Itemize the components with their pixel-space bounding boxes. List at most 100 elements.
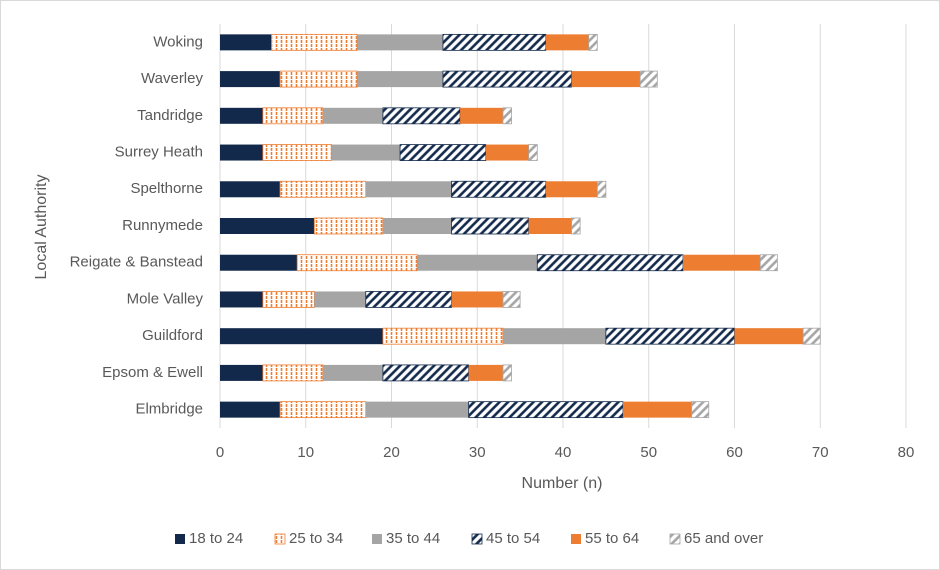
legend-swatch [372, 534, 382, 544]
bar-segment [313, 217, 384, 235]
bar-segment [220, 71, 281, 88]
y-tick-label: Spelthorne [130, 180, 203, 197]
bar-segment [220, 218, 315, 234]
x-tick-label: 50 [640, 444, 657, 461]
bar-segment [691, 401, 710, 419]
x-axis-title: Number (n) [522, 475, 603, 492]
bar-segment [262, 144, 332, 161]
bar-segment [262, 364, 324, 382]
y-tick-label: Tandridge [137, 107, 203, 124]
x-tick-label: 40 [555, 444, 572, 461]
bar-segment [451, 291, 503, 308]
bar-segment [220, 328, 383, 345]
bar-segment [382, 364, 470, 382]
x-tick-label: 60 [726, 444, 743, 461]
bar-segment [451, 217, 530, 235]
bar-segment [485, 144, 529, 161]
bar-segment [502, 328, 606, 345]
bar-segment [571, 217, 581, 235]
bar-segment [322, 107, 383, 124]
bar-segment [623, 401, 692, 418]
y-tick-label: Waverley [141, 70, 203, 87]
bar-segment [571, 71, 641, 88]
bar-segment [382, 107, 461, 125]
y-tick-label: Guildford [142, 327, 203, 344]
bar-segment [314, 291, 366, 308]
bar-segment [296, 254, 418, 272]
bar-segment [588, 33, 598, 51]
y-tick-label: Surrey Heath [115, 144, 203, 161]
bar-segment [502, 291, 521, 308]
bar-segment [331, 144, 401, 161]
bar-segment [596, 180, 607, 198]
bar-segment [357, 71, 443, 88]
x-tick-label: 30 [469, 444, 486, 461]
bar-segment [528, 218, 572, 234]
bar-segment [365, 181, 452, 198]
bar-segment [220, 401, 281, 418]
y-tick-label: Elmbridge [135, 401, 203, 418]
bar-segment [382, 327, 504, 345]
bar-segment [502, 107, 512, 125]
legend-swatch [175, 534, 185, 544]
bar-segment [545, 181, 598, 198]
y-tick-label: Reigate & Banstead [70, 254, 203, 271]
bar-segment [220, 107, 263, 124]
bar-segment [502, 364, 512, 382]
legend-label: 55 to 64 [585, 530, 639, 547]
bar-segment [382, 218, 452, 234]
bar-segment [528, 144, 538, 161]
legend-label: 18 to 24 [189, 530, 243, 547]
bar-segment [365, 291, 452, 308]
y-tick-label: Runnymede [122, 217, 203, 234]
bar-segment [399, 144, 487, 161]
x-tick-label: 10 [297, 444, 314, 461]
bar-segment [279, 401, 367, 419]
y-tick-label: Epsom & Ewell [102, 364, 203, 381]
bar-segment [802, 327, 821, 345]
bar-segment [545, 34, 589, 51]
bar-segment [357, 34, 443, 51]
legend-label: 45 to 54 [486, 530, 540, 547]
y-axis-title: Local Authority [33, 175, 50, 280]
bar-segment [605, 327, 735, 345]
bar-segment [460, 107, 503, 124]
bar-segment [442, 33, 547, 51]
bar-segment [417, 254, 538, 271]
legend-label: 25 to 34 [289, 530, 343, 547]
bar-segment [220, 254, 298, 271]
x-tick-label: 80 [898, 444, 915, 461]
bar-segment [468, 401, 624, 419]
y-tick-label: Mole Valley [127, 290, 204, 307]
legend-swatch [274, 533, 286, 545]
bar-segment [468, 364, 503, 381]
legend-label: 35 to 44 [386, 530, 440, 547]
legend-swatch [471, 533, 483, 545]
legend-swatch [669, 533, 681, 545]
bar-segment [442, 70, 572, 88]
bar-segment [279, 70, 358, 88]
bar-segment [262, 291, 315, 308]
y-tick-label: Woking [153, 33, 203, 50]
x-tick-label: 20 [383, 444, 400, 461]
x-tick-label: 70 [812, 444, 829, 461]
bar-segment [220, 364, 263, 381]
bar-segment [451, 180, 547, 198]
legend-swatch [571, 534, 581, 544]
x-tick-label: 0 [216, 444, 224, 461]
bar-segment [536, 254, 684, 272]
bar-segment [220, 291, 263, 308]
bar-segment [220, 34, 272, 51]
legend-label: 65 and over [684, 530, 763, 547]
bar-segment [683, 254, 761, 271]
bar-segment [279, 180, 367, 198]
bar-segment [759, 254, 778, 272]
bar-segment [365, 401, 469, 418]
bar-segment [220, 181, 281, 198]
bar-segment [271, 33, 358, 51]
bar-segment [734, 328, 804, 345]
bar-segment [639, 70, 658, 88]
bar-segment [262, 107, 324, 125]
